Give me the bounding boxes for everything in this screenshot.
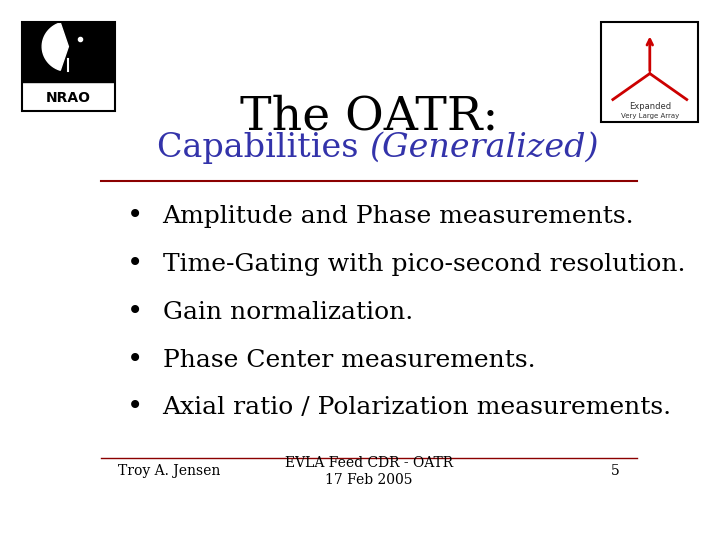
Text: Phase Center measurements.: Phase Center measurements. (163, 348, 535, 372)
Polygon shape (42, 23, 68, 70)
Text: Axial ratio / Polarization measurements.: Axial ratio / Polarization measurements. (163, 396, 672, 420)
Text: (Generalized): (Generalized) (369, 132, 598, 164)
Text: EVLA Feed CDR - OATR
17 Feb 2005: EVLA Feed CDR - OATR 17 Feb 2005 (285, 456, 453, 487)
Text: The OATR:: The OATR: (240, 94, 498, 139)
Text: •: • (127, 299, 143, 326)
Text: Capabilities: Capabilities (157, 132, 369, 164)
Text: Expanded: Expanded (629, 102, 671, 111)
Text: •: • (127, 347, 143, 374)
Bar (22, 22, 115, 82)
Text: Time-Gating with pico-second resolution.: Time-Gating with pico-second resolution. (163, 253, 685, 276)
Text: •: • (127, 251, 143, 278)
Text: •: • (127, 394, 143, 421)
Text: Amplitude and Phase measurements.: Amplitude and Phase measurements. (163, 205, 634, 228)
Text: Gain normalization.: Gain normalization. (163, 301, 413, 323)
Text: Troy A. Jensen: Troy A. Jensen (118, 464, 220, 478)
Text: NRAO: NRAO (46, 91, 91, 105)
Text: 5: 5 (611, 464, 620, 478)
Text: •: • (127, 203, 143, 230)
Text: Very Large Array: Very Large Array (621, 112, 679, 118)
